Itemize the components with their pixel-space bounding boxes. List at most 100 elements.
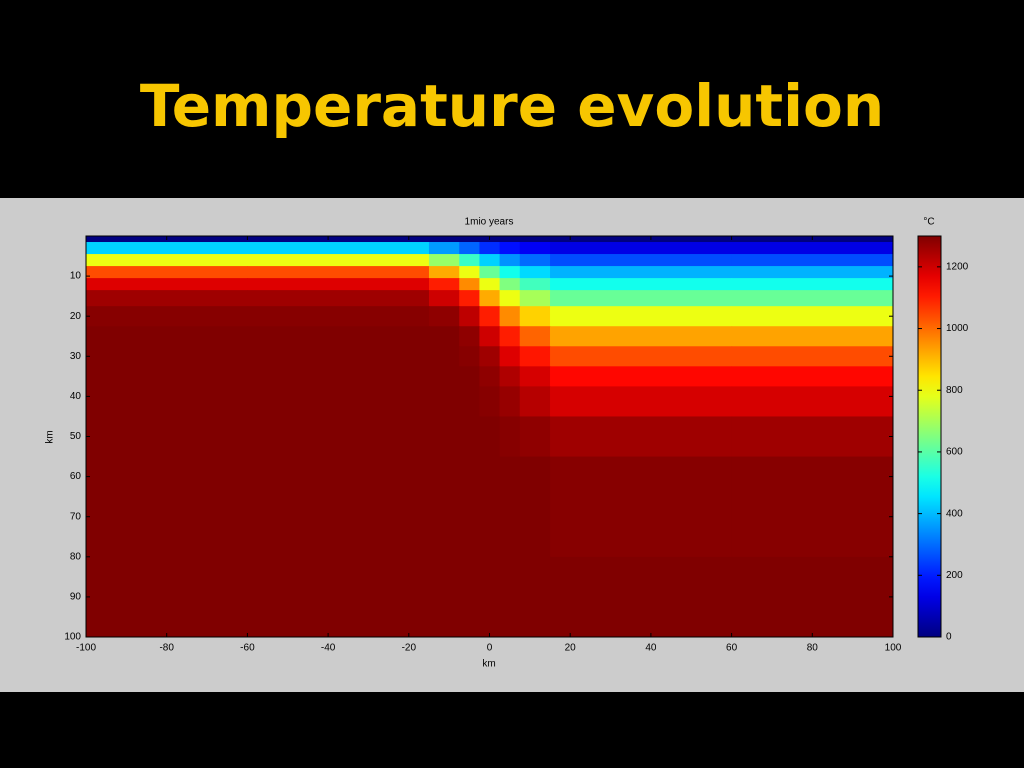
- heatmap-cell: [247, 346, 430, 367]
- heatmap-cell: [428, 254, 460, 267]
- heatmap-cell: [247, 266, 430, 279]
- heatmap-cell: [459, 278, 480, 291]
- y-tick-label: 30: [70, 351, 82, 362]
- heatmap-cell: [550, 306, 733, 327]
- heatmap-cell: [86, 290, 248, 307]
- heatmap-cell: [519, 556, 551, 638]
- y-tick-label: 10: [70, 271, 82, 282]
- heatmap-cell: [731, 242, 894, 255]
- heatmap-cell: [731, 254, 894, 267]
- heatmap-cell: [519, 456, 551, 558]
- heatmap-cell: [86, 556, 248, 638]
- x-tick-label: -20: [402, 643, 417, 654]
- heatmap-cell: [479, 346, 501, 367]
- heatmap-cell: [550, 386, 733, 417]
- heatmap-cell: [499, 386, 521, 417]
- heatmap-cell: [550, 416, 733, 458]
- heatmap-cell: [731, 386, 894, 417]
- heatmap-cell: [247, 456, 430, 558]
- y-tick-label: 40: [70, 391, 82, 402]
- heatmap-cell: [499, 242, 521, 255]
- heatmap-cell: [86, 278, 248, 291]
- chart-title: 1mio years: [465, 217, 514, 228]
- heatmap-cell: [731, 290, 894, 307]
- heatmap-cell: [499, 306, 521, 327]
- heatmap-cell: [519, 416, 551, 458]
- heatmap-cell: [731, 456, 894, 558]
- heatmap-cell: [479, 242, 501, 255]
- heatmap-cell: [479, 556, 501, 638]
- heatmap-cell: [731, 366, 894, 387]
- y-tick-label: 100: [64, 632, 81, 643]
- heatmap-cell: [86, 346, 248, 367]
- colorbar-tick-label: 1000: [946, 323, 969, 334]
- heatmap-cell: [499, 326, 521, 347]
- heatmap-cell: [519, 386, 551, 417]
- heatmap-cell: [499, 254, 521, 267]
- heatmap-cell: [550, 366, 733, 387]
- heatmap-cell: [499, 278, 521, 291]
- x-tick-label: -60: [240, 643, 255, 654]
- heatmap-cell: [459, 386, 480, 417]
- x-tick-label: 60: [726, 643, 738, 654]
- colorbar-label: °C: [923, 217, 934, 228]
- heatmap-cell: [459, 242, 480, 255]
- heatmap-cell: [519, 290, 551, 307]
- heatmap-cell: [519, 242, 551, 255]
- heatmap-cell: [428, 278, 460, 291]
- heatmap-cell: [428, 346, 460, 367]
- heatmap-cell: [479, 416, 501, 458]
- heatmap-cell: [550, 254, 733, 267]
- heatmap-cell: [247, 326, 430, 347]
- colorbar-tick-label: 200: [946, 570, 963, 581]
- heatmap-cell: [428, 326, 460, 347]
- y-tick-label: 50: [70, 431, 82, 442]
- heatmap-cell: [550, 290, 733, 307]
- x-tick-label: -80: [159, 643, 174, 654]
- heatmap-cell: [247, 366, 430, 387]
- heatmap-cell: [428, 556, 460, 638]
- heatmap-cell: [731, 556, 894, 638]
- heatmap-cell: [479, 266, 501, 279]
- heatmap-cell: [519, 278, 551, 291]
- heatmap-cell: [731, 306, 894, 327]
- heatmap-cell: [519, 254, 551, 267]
- heatmap-cell: [247, 556, 430, 638]
- heatmap-cell: [428, 242, 460, 255]
- colorbar-tick-label: 400: [946, 508, 963, 519]
- heatmap-cell: [247, 236, 430, 243]
- heatmap-cell: [86, 326, 248, 347]
- heatmap-cell: [459, 366, 480, 387]
- heatmap-cell: [459, 346, 480, 367]
- heatmap-cell: [519, 236, 551, 243]
- heatmap-cell: [499, 236, 521, 243]
- heatmap-cell: [479, 278, 501, 291]
- heatmap-cell: [459, 416, 480, 458]
- heatmap-cell: [428, 236, 460, 243]
- heatmap-cell: [247, 290, 430, 307]
- heatmap-cell: [550, 556, 733, 638]
- y-axis-label: km: [45, 430, 56, 443]
- heatmap-cell: [479, 254, 501, 267]
- y-tick-label: 90: [70, 592, 82, 603]
- heatmap-cell: [519, 326, 551, 347]
- heatmap-cell: [428, 456, 460, 558]
- heatmap-cell: [731, 346, 894, 367]
- heatmap-cell: [459, 306, 480, 327]
- heatmap-cell: [459, 236, 480, 243]
- heatmap-cell: [86, 266, 248, 279]
- x-tick-label: 40: [645, 643, 657, 654]
- x-tick-label: -100: [76, 643, 96, 654]
- heatmap-cell: [428, 266, 460, 279]
- heatmap-cell: [731, 416, 894, 458]
- heatmap-cell: [550, 266, 733, 279]
- heatmap-cell: [519, 346, 551, 367]
- colorbar-tick-label: 600: [946, 447, 963, 458]
- heatmap-cell: [731, 266, 894, 279]
- heatmap-cell: [86, 456, 248, 558]
- heatmap-cell: [459, 266, 480, 279]
- heatmap-cell: [247, 416, 430, 458]
- x-tick-label: 80: [807, 643, 819, 654]
- heatmap-cell: [428, 290, 460, 307]
